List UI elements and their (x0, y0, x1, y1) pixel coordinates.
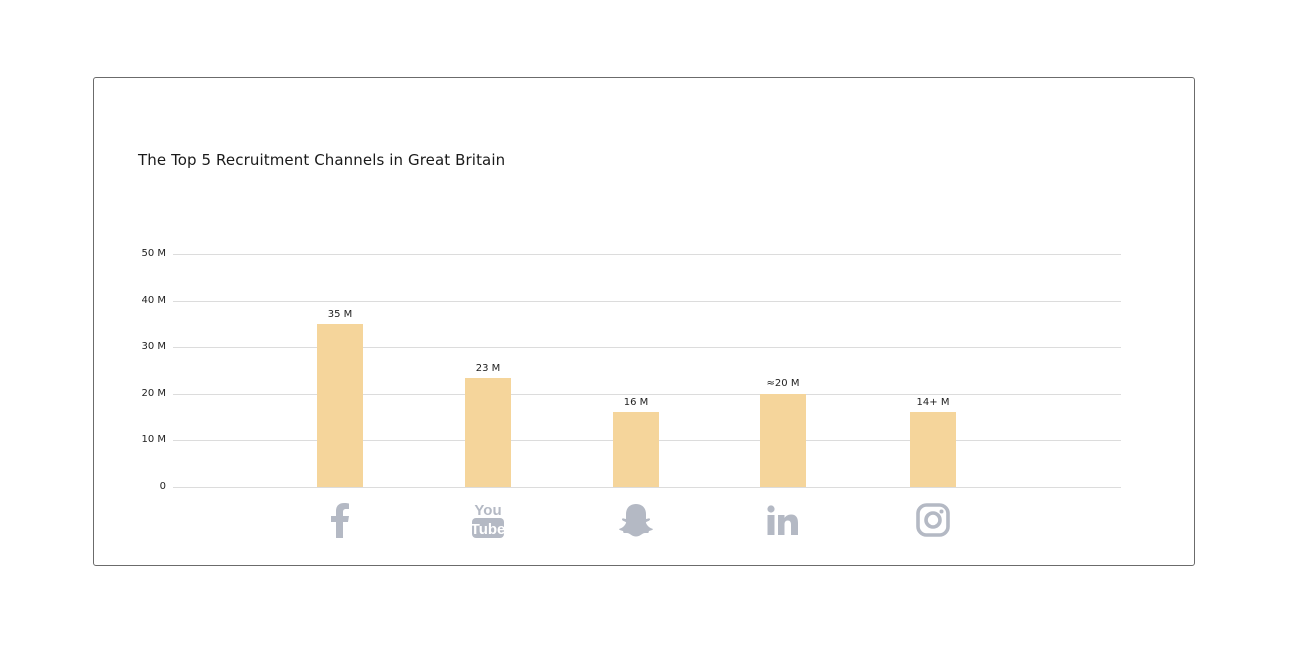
svg-text:You: You (474, 502, 501, 519)
y-tick-30: 30 M (141, 341, 166, 352)
bar-label-snapchat: 16 M (623, 397, 649, 408)
chart-frame (93, 77, 1195, 566)
bar-label-youtube: 23 M (475, 363, 501, 374)
instagram-icon (910, 500, 956, 540)
y-tick-20: 20 M (141, 388, 166, 399)
y-tick-0: 0 (159, 481, 166, 492)
bar-label-linkedin: ≈20 M (766, 378, 800, 389)
snapchat-icon (613, 500, 659, 540)
youtube-icon: You Tube (465, 500, 511, 540)
bar-youtube (465, 378, 511, 487)
facebook-icon (317, 500, 363, 540)
gridline-40 (173, 301, 1121, 302)
bar-label-facebook: 35 M (327, 309, 353, 320)
gridline-50 (173, 254, 1121, 255)
bar-linkedin (760, 394, 806, 487)
bar-label-instagram: 14+ M (916, 397, 950, 408)
gridline-0 (173, 487, 1121, 488)
linkedin-icon (760, 500, 806, 540)
bar-instagram (910, 412, 956, 487)
gridline-30 (173, 347, 1121, 348)
gridline-20 (173, 394, 1121, 395)
svg-text:Tube: Tube (471, 521, 505, 538)
y-tick-10: 10 M (141, 434, 166, 445)
bar-snapchat (613, 412, 659, 487)
chart-title: The Top 5 Recruitment Channels in Great … (138, 151, 506, 169)
bar-facebook (317, 324, 363, 487)
y-tick-50: 50 M (141, 248, 166, 259)
y-tick-40: 40 M (141, 295, 166, 306)
